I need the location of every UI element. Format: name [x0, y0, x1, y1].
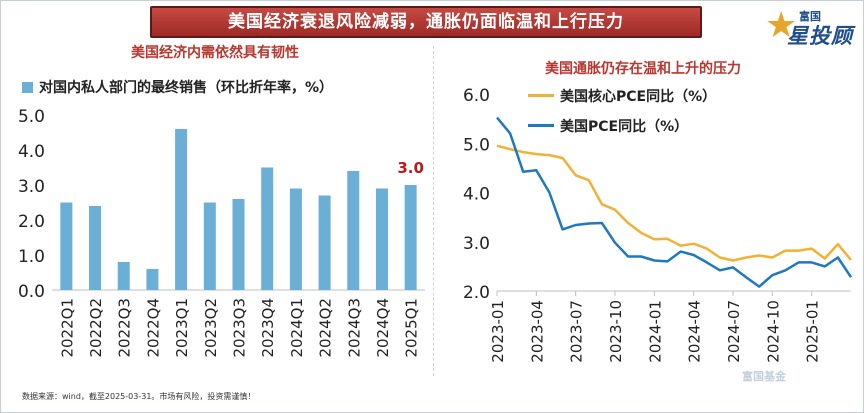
star-logo-icon: ★: [765, 5, 798, 46]
legend-bar-label: 对国内私人部门的最终销售（环比折年率，%）: [39, 80, 334, 96]
watermark-text: 富国基金: [742, 370, 786, 383]
logo-top-text: 富国: [799, 10, 821, 23]
legend-bar-swatch: [22, 82, 33, 93]
bar-chart-legend: 对国内私人部门的最终销售（环比折年率，%）: [22, 77, 333, 97]
legend-pce-label: 美国PCE同比（%）: [560, 119, 689, 135]
line-chart-title: 美国通胀仍存在温和上升的压力: [545, 61, 741, 77]
banner-title: 美国经济衰退风险减弱，通胀仍面临温和上行压力: [150, 6, 702, 38]
legend-core-line: [528, 94, 554, 97]
legend-core-label: 美国核心PCE同比（%）: [560, 89, 717, 105]
legend-pce: 美国PCE同比（%）: [528, 116, 688, 136]
brand-logo: ★ 富国 星投顾: [765, 5, 857, 49]
logo-main-text: 星投顾: [787, 24, 853, 48]
legend-core-pce: 美国核心PCE同比（%）: [528, 86, 716, 106]
panel-divider: [433, 46, 434, 376]
footer-source: 数据来源：wind，截至2025-03-31。市场有风险，投资需谨慎！: [22, 392, 256, 401]
legend-pce-line: [528, 124, 554, 127]
bar-chart-title: 美国经济内需依然具有韧性: [131, 45, 299, 61]
